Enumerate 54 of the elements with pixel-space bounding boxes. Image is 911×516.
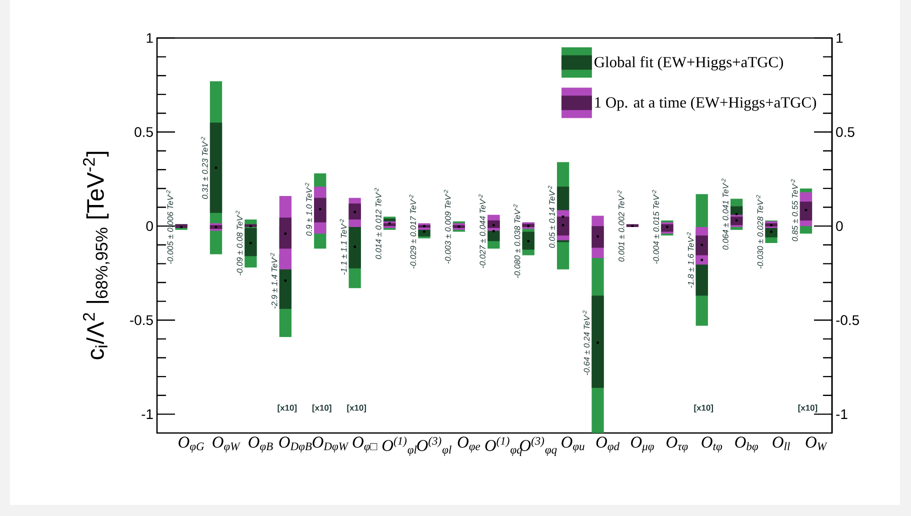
annotation: [x10] (694, 404, 714, 412)
y2-tick-label: -1 (836, 409, 848, 419)
data-label: 0.001 ± 0.002 TeV$^{-2}$ (617, 190, 624, 262)
x-tick-label: O$_{μφ}$ (631, 436, 654, 453)
legend-label: 1 Op. at a time (EW+Higgs+aTGC) (595, 96, 816, 111)
y-tick-label: 0 (146, 221, 153, 232)
annotation: [x10] (312, 404, 332, 412)
x-tick-label: O$_{φW}$ (212, 436, 241, 453)
y-tick-label: -0.5 (130, 315, 153, 326)
annotation: [x10] (278, 404, 297, 412)
text: c$_{i}$/Λ$^{2}$ |$_{68%,95%}$ [TeV$^{-2}$] (82, 152, 110, 360)
data-label: 0.9 ± 1.0 TeV$^{-2}$ (305, 182, 312, 236)
x-tick-label: O$_{DφB}$ (279, 436, 312, 453)
y-tick-label: 0.5 (134, 127, 153, 137)
x-tick-label: O$_{φu}$ (562, 436, 584, 453)
x-tick-label: O$_{DφW}$ (312, 436, 349, 453)
y-tick-label: -1 (142, 409, 153, 419)
x-tick-label: O$^{(1)}$φl (382, 436, 417, 456)
x-tick-label: O$_{bφ}$ (735, 436, 758, 453)
y2-tick-label: -0.5 (836, 315, 859, 326)
data-label: 0.064 ± 0.041 TeV$^{-2}$ (722, 178, 728, 250)
data-label: 0.31 ± 0.23 TeV$^{-2}$ (200, 136, 208, 199)
x-tick-label: O$_{W}$ (806, 436, 828, 450)
data-label: -0.004 ± 0.015 TeV$^{-2}$ (652, 190, 659, 264)
data-label: -0.027 ± 0.044 TeV$^{-2}$ (478, 194, 486, 268)
x-tick-label: O$_{φB}$ (248, 436, 273, 453)
annotation: [x10] (347, 404, 366, 412)
x-tick-label: O$_{τφ}$ (666, 436, 688, 453)
data-label: -0.005 ± 0.006 TeV$^{-2}$ (166, 190, 174, 264)
y2-tick-label: 0 (836, 221, 843, 232)
data-label: 0.85 ± 0.55 TeV$^{-2}$ (790, 179, 798, 242)
data-label: -0.09 ± 0.08 TeV$^{-2}$ (236, 210, 243, 276)
x-tick-label: O$_{φG}$ (178, 436, 204, 453)
data-label: -2.9 ± 1.4 TeV$^{-2}$ (270, 252, 278, 308)
data-label: -0.030 ± 0.028 TeV$^{-2}$ (756, 194, 764, 269)
data-label: -0.64 ± 0.24 TeV$^{-2}$ (582, 310, 590, 376)
data-label: -0.029 ± 0.017 TeV$^{-2}$ (409, 194, 416, 268)
x-tick-label: O$_{φd}$ (596, 436, 620, 453)
x-tick-label: O$^{(3)}$φl (417, 436, 452, 456)
legend-label: Global fit (EW+Higgs+aTGC) (594, 56, 784, 71)
x-tick-label: O$_{φ□}$ (352, 436, 378, 453)
data-label: -1.1 ± 1.1 TeV$^{-2}$ (340, 219, 347, 275)
x-tick-label: O$_{tφ}$ (702, 436, 722, 453)
y-tick-label: 1 (146, 33, 153, 43)
data-label: 0.05 ± 0.14 TeV$^{-2}$ (548, 186, 555, 248)
data-label: 0.014 ± 0.012 TeV$^{-2}$ (374, 188, 382, 260)
data-label: -0.003 ± 0.009 TeV$^{-2}$ (444, 190, 451, 264)
data-label: -0.080 ± 0.038 TeV$^{-2}$ (513, 204, 520, 278)
y2-tick-label: 0.5 (836, 127, 854, 137)
y2-tick-label: 1 (836, 33, 843, 43)
x-tick-label: O$_{ll}$ (772, 436, 790, 450)
data-label: -1.8 ± 1.6 TeV$^{-2}$ (686, 232, 694, 288)
annotation: [x10] (798, 404, 818, 412)
x-tick-label: O$_{φe}$ (458, 436, 480, 453)
